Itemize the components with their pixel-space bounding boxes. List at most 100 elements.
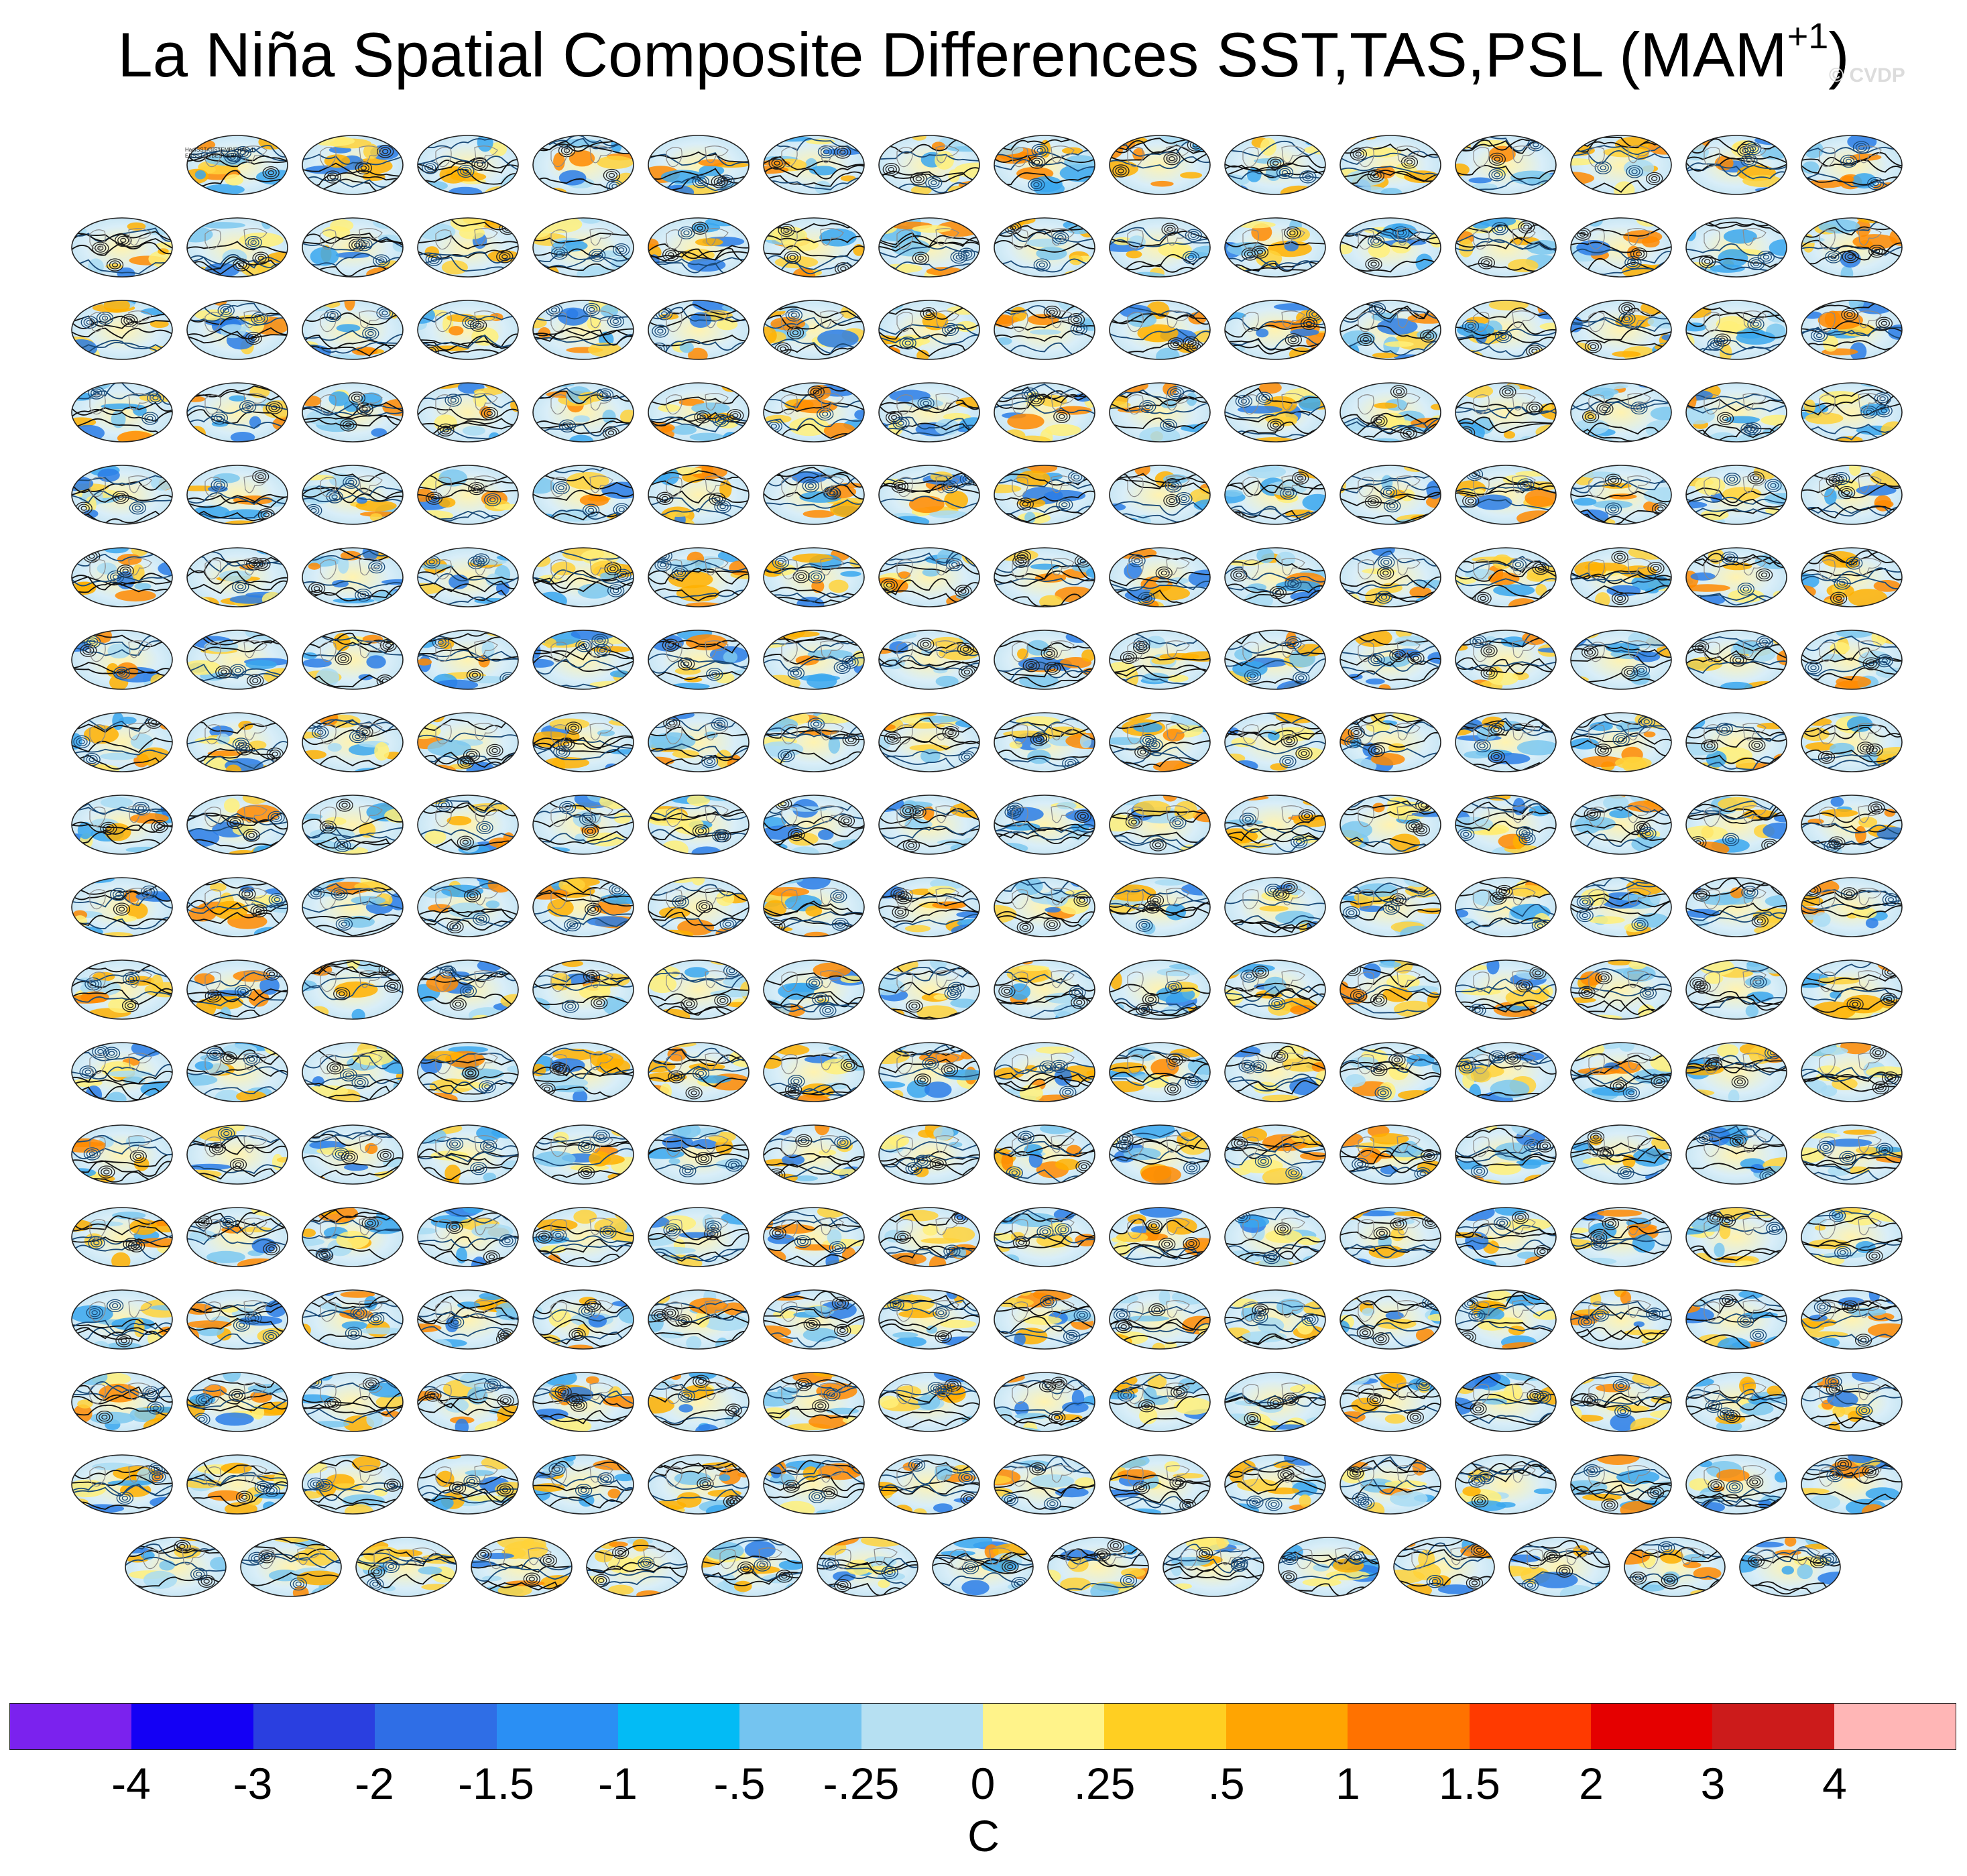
map-panel (1801, 1207, 1903, 1267)
map-panel (648, 1289, 750, 1350)
map-panel (1624, 1537, 1726, 1597)
map-panel (994, 1207, 1095, 1267)
map-panel (648, 135, 750, 195)
map-panel (1109, 300, 1211, 360)
colorbar (9, 1703, 1956, 1750)
map-panel (1801, 877, 1903, 937)
map-panel (186, 1289, 288, 1350)
map-panel (994, 1124, 1095, 1185)
map-panel (648, 877, 750, 937)
map-panel (125, 1537, 227, 1597)
colorbar-segment (131, 1704, 253, 1749)
map-panel (1109, 630, 1211, 690)
map-panel (1570, 382, 1672, 443)
map-panel (417, 135, 519, 195)
map-panel (1224, 465, 1326, 525)
map-panel (648, 795, 750, 855)
map-panel (1224, 1372, 1326, 1432)
map-panel (878, 300, 980, 360)
colorbar-tick-label: -.25 (823, 1759, 900, 1808)
map-panel (1339, 1454, 1441, 1515)
map-panel (1801, 795, 1903, 855)
colorbar-segment (1834, 1704, 1956, 1749)
map-panel (994, 712, 1095, 772)
map-panel (1339, 1207, 1441, 1267)
colorbar-unit-label: C (967, 1811, 1000, 1861)
map-panel (1570, 959, 1672, 1020)
map-panel (763, 300, 865, 360)
map-panel (648, 1372, 750, 1432)
map-panel (763, 217, 865, 278)
colorbar-segment (739, 1704, 861, 1749)
map-panel (1570, 1289, 1672, 1350)
map-panel (186, 1124, 288, 1185)
map-panel (1801, 1289, 1903, 1350)
map-panel (302, 1207, 404, 1267)
map-panel (1685, 959, 1787, 1020)
map-panel (1339, 1372, 1441, 1432)
map-panel (1570, 217, 1672, 278)
colorbar-segment (253, 1704, 375, 1749)
map-panel (532, 1289, 634, 1350)
map-panel (532, 135, 634, 195)
map-panel (532, 712, 634, 772)
map-panel (302, 135, 404, 195)
map-panel (1801, 712, 1903, 772)
map-panel (532, 300, 634, 360)
map-panel (1685, 630, 1787, 690)
map-panel (878, 1207, 980, 1267)
map-panel (1801, 1454, 1903, 1515)
map-panel (1339, 795, 1441, 855)
map-panel (878, 959, 980, 1020)
map-panel (1109, 712, 1211, 772)
map-panel (1224, 1207, 1326, 1267)
map-panel (1801, 135, 1903, 195)
map-panel (1570, 877, 1672, 937)
map-panel (1224, 547, 1326, 607)
map-panel (994, 795, 1095, 855)
map-panel (1109, 1454, 1211, 1515)
map-panel (994, 1289, 1095, 1350)
map-panel (1278, 1537, 1380, 1597)
map-panel (302, 382, 404, 443)
map-panel (1455, 300, 1557, 360)
map-panel (763, 1289, 865, 1350)
map-panel (302, 1372, 404, 1432)
colorbar-segment (10, 1704, 132, 1749)
map-panel (1109, 1289, 1211, 1350)
colorbar-tick-label: 0 (970, 1759, 996, 1808)
map-panel (1047, 1537, 1149, 1597)
map-panel (932, 1537, 1034, 1597)
map-panel (763, 1042, 865, 1102)
map-panel (186, 1372, 288, 1432)
map-panel (186, 1042, 288, 1102)
map-panel (71, 712, 173, 772)
map-panel (878, 630, 980, 690)
colorbar-segment (1712, 1704, 1834, 1749)
map-panel (1224, 877, 1326, 937)
map-panel (302, 1124, 404, 1185)
map-panel (186, 135, 288, 195)
map-panel (417, 1124, 519, 1185)
map-panel (1570, 135, 1672, 195)
map-panel (878, 465, 980, 525)
map-panel (1224, 1454, 1326, 1515)
map-panel (1109, 135, 1211, 195)
map-panel (1339, 1124, 1441, 1185)
map-panel (878, 547, 980, 607)
map-panel (532, 382, 634, 443)
map-panel (1685, 1207, 1787, 1267)
map-panel (532, 1454, 634, 1515)
map-panel (532, 877, 634, 937)
map-panel (763, 1124, 865, 1185)
map-panel (186, 877, 288, 937)
map-panel (878, 382, 980, 443)
map-panel (186, 712, 288, 772)
map-panel (878, 1372, 980, 1432)
map-panel (1339, 630, 1441, 690)
map-panel (1570, 712, 1672, 772)
map-panel (1801, 1124, 1903, 1185)
map-panel (1224, 959, 1326, 1020)
map-panel (878, 1289, 980, 1350)
colorbar-segment (861, 1704, 983, 1749)
